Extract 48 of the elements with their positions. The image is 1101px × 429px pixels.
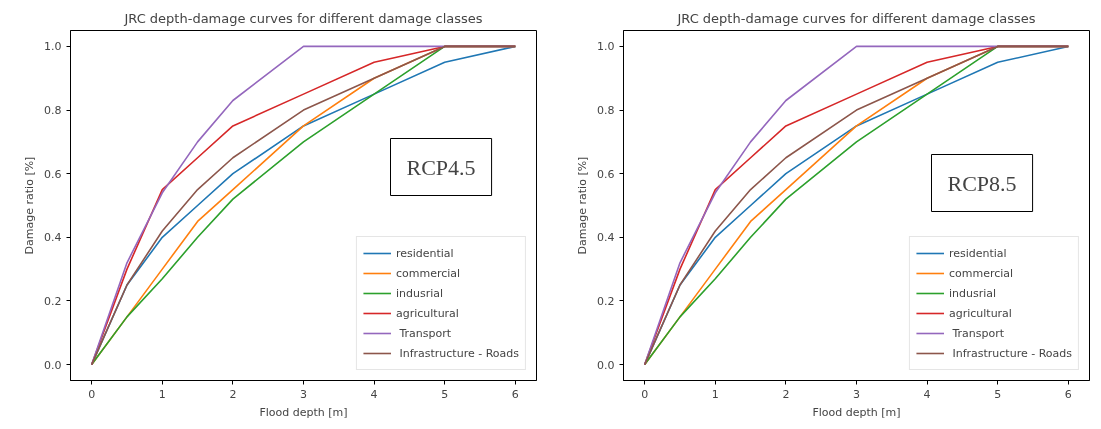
x-tick-label: 2 bbox=[229, 387, 237, 401]
y-tick-label: 1.0 bbox=[597, 40, 615, 54]
x-tick-label: 3 bbox=[853, 387, 860, 401]
x-tick-label: 0 bbox=[641, 387, 649, 401]
y-tick-label: 0.6 bbox=[44, 167, 62, 181]
legend-label: residential bbox=[948, 246, 1007, 260]
legend-label: indusrial bbox=[395, 286, 444, 300]
x-tick-label: 0 bbox=[88, 387, 96, 401]
y-tick-label: 1.0 bbox=[44, 40, 62, 54]
x-tick-label: 5 bbox=[441, 387, 449, 401]
line-series bbox=[643, 45, 1070, 366]
x-tick-label: 3 bbox=[300, 387, 307, 401]
x-tick-label: 4 bbox=[923, 387, 931, 401]
y-tick-label: 0.6 bbox=[597, 167, 615, 181]
legend-label: residential bbox=[395, 246, 454, 260]
x-tick-label: 1 bbox=[158, 387, 166, 401]
y-tick-label: 0.8 bbox=[597, 104, 615, 118]
legend-label: Infrastructure - Roads bbox=[951, 346, 1072, 360]
x-tick-label: 6 bbox=[1064, 387, 1072, 401]
legend-label: Transport bbox=[951, 326, 1005, 340]
chart-title: JRC depth-damage curves for different damage classes bbox=[676, 10, 1036, 26]
x-axis-title: Flood depth [m] bbox=[812, 405, 901, 419]
legend-label: Transport bbox=[398, 326, 452, 340]
x-axis-title: Flood depth [m] bbox=[259, 405, 348, 419]
y-tick-label: 0.4 bbox=[597, 231, 615, 245]
legend-label: agricultural bbox=[395, 306, 459, 320]
x-tick-label: 2 bbox=[782, 387, 790, 401]
legend-label: Infrastructure - Roads bbox=[398, 346, 519, 360]
chart-title: JRC depth-damage curves for different damage classes bbox=[123, 10, 483, 26]
y-axis-title: Damage ratio [%] bbox=[23, 156, 37, 255]
x-tick-label: 5 bbox=[994, 387, 1002, 401]
y-tick-label: 0.2 bbox=[597, 294, 615, 308]
legend-label: commercial bbox=[948, 266, 1014, 280]
y-tick-label: 0.8 bbox=[44, 104, 62, 118]
legend-label: commercial bbox=[395, 266, 461, 280]
y-axis-title: Damage ratio [%] bbox=[576, 156, 590, 255]
legend-label: indusrial bbox=[948, 286, 997, 300]
y-tick-label: 0.2 bbox=[44, 294, 62, 308]
x-tick-label: 6 bbox=[511, 387, 519, 401]
y-tick-label: 0.0 bbox=[44, 358, 62, 372]
annotation: RCP8.5 bbox=[947, 170, 1017, 196]
annotation: RCP4.5 bbox=[406, 154, 476, 180]
line-series bbox=[90, 45, 517, 366]
legend-label: agricultural bbox=[948, 306, 1012, 320]
y-tick-label: 0.4 bbox=[44, 231, 62, 245]
y-tick-label: 0.0 bbox=[597, 358, 615, 372]
x-tick-label: 4 bbox=[370, 387, 378, 401]
x-tick-label: 1 bbox=[711, 387, 719, 401]
